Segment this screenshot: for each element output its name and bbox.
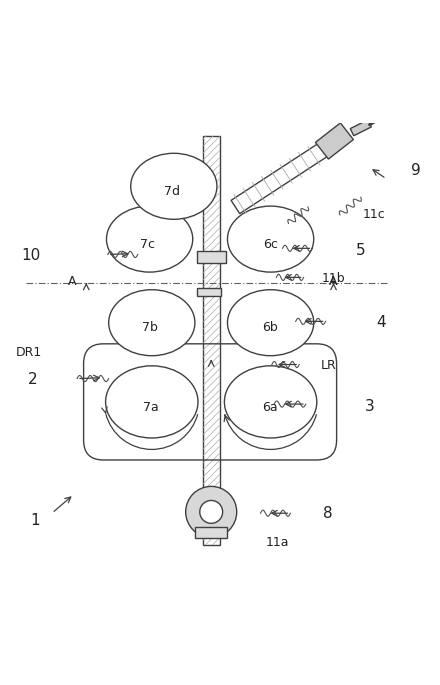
Text: 11b: 11b <box>322 272 345 285</box>
Text: DR1: DR1 <box>15 346 42 359</box>
Text: A: A <box>329 275 338 288</box>
Circle shape <box>200 501 223 523</box>
Text: 6a: 6a <box>262 401 278 414</box>
Text: 6c: 6c <box>263 238 278 251</box>
Text: 9: 9 <box>411 164 421 178</box>
Ellipse shape <box>227 206 314 272</box>
Text: 7b: 7b <box>142 321 158 334</box>
Text: 3: 3 <box>365 399 374 414</box>
Text: 7a: 7a <box>143 401 159 414</box>
Polygon shape <box>350 120 371 136</box>
Text: 7c: 7c <box>140 238 155 251</box>
Text: 1: 1 <box>30 513 40 528</box>
Ellipse shape <box>227 290 314 356</box>
Polygon shape <box>231 140 332 214</box>
Text: 5: 5 <box>356 242 366 258</box>
Text: 8: 8 <box>323 506 333 521</box>
Ellipse shape <box>224 366 317 438</box>
Polygon shape <box>315 123 353 159</box>
Ellipse shape <box>106 206 193 272</box>
Text: 4: 4 <box>376 315 385 330</box>
Bar <box>197 251 226 263</box>
Text: LR: LR <box>321 359 337 372</box>
Text: 7d: 7d <box>164 185 180 198</box>
Text: 11a: 11a <box>265 536 289 549</box>
Bar <box>203 136 220 545</box>
Ellipse shape <box>131 153 217 219</box>
Text: 11c: 11c <box>363 208 385 221</box>
Bar <box>195 527 227 538</box>
Text: 2: 2 <box>28 373 38 388</box>
Bar <box>197 288 221 297</box>
Ellipse shape <box>109 290 195 356</box>
Text: 6b: 6b <box>262 321 278 334</box>
Ellipse shape <box>106 366 198 438</box>
Text: A: A <box>68 275 77 288</box>
Text: 10: 10 <box>21 248 40 263</box>
Circle shape <box>186 486 237 538</box>
